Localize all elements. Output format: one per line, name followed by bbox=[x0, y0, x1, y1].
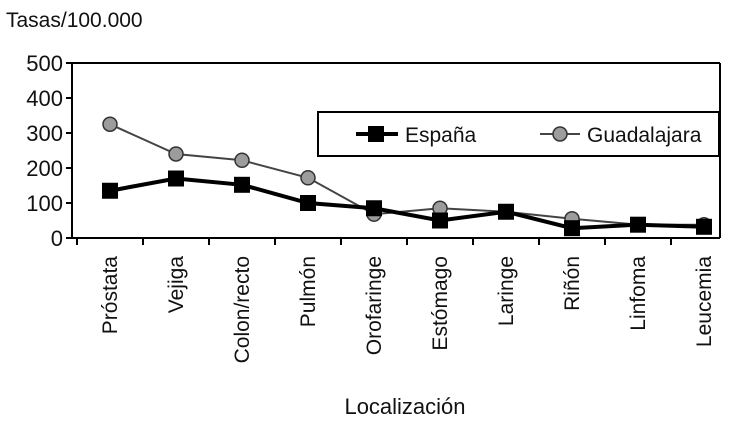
y-tick-label: 400 bbox=[26, 86, 63, 111]
x-category-label: Vejiga bbox=[165, 256, 188, 314]
y-tick-label: 200 bbox=[26, 156, 63, 181]
x-category-label: Orofaringe bbox=[363, 256, 386, 355]
point-espana bbox=[102, 182, 118, 199]
series-lines bbox=[109, 123, 705, 231]
axes bbox=[71, 62, 721, 239]
legend-guadalajara-label: Guadalajara bbox=[587, 124, 702, 147]
x-category-label: Próstata bbox=[99, 256, 122, 335]
series-markers bbox=[102, 116, 712, 237]
x-category-label: Leucemia bbox=[693, 256, 716, 347]
point-espana bbox=[498, 203, 514, 220]
point-guadalajara bbox=[300, 170, 316, 186]
x-category-label: Estómago bbox=[429, 256, 452, 351]
y-tick-label: 500 bbox=[26, 51, 63, 76]
x-category-label: Pulmón bbox=[297, 256, 320, 327]
x-category-label: Laringe bbox=[495, 256, 518, 326]
x-category-label: Riñón bbox=[561, 256, 584, 311]
x-category-label: Linfoma bbox=[627, 256, 650, 331]
y-ticks: 0 100 200 300 400 500 bbox=[26, 51, 72, 251]
point-espana bbox=[366, 200, 382, 217]
legend-guadalajara-marker bbox=[552, 126, 568, 142]
y-tick-label: 0 bbox=[51, 226, 63, 251]
point-espana bbox=[630, 216, 646, 233]
y-axis-label: Tasas/100.000 bbox=[6, 9, 143, 32]
point-guadalajara bbox=[102, 116, 118, 132]
legend-espana-marker bbox=[368, 126, 384, 142]
series-line-espana bbox=[109, 176, 705, 231]
legend: España Guadalajara bbox=[317, 111, 720, 157]
x-categories: Próstata Vejiga Colon/recto Pulmón Orofaring… bbox=[76, 238, 716, 363]
point-guadalajara bbox=[234, 152, 250, 169]
point-espana bbox=[168, 170, 184, 187]
point-espana bbox=[696, 218, 712, 235]
series-line-guadalajara bbox=[109, 123, 704, 226]
x-category-label: Colon/recto bbox=[231, 256, 254, 363]
point-espana bbox=[564, 220, 580, 237]
x-axis-label: Localización bbox=[344, 394, 465, 419]
point-espana bbox=[300, 195, 316, 211]
y-tick-label: 300 bbox=[26, 121, 63, 146]
legend-espana-label: España bbox=[405, 124, 477, 147]
point-guadalajara bbox=[168, 146, 184, 162]
point-espana bbox=[432, 212, 448, 229]
y-tick-label: 100 bbox=[26, 191, 63, 216]
point-espana bbox=[234, 176, 250, 193]
